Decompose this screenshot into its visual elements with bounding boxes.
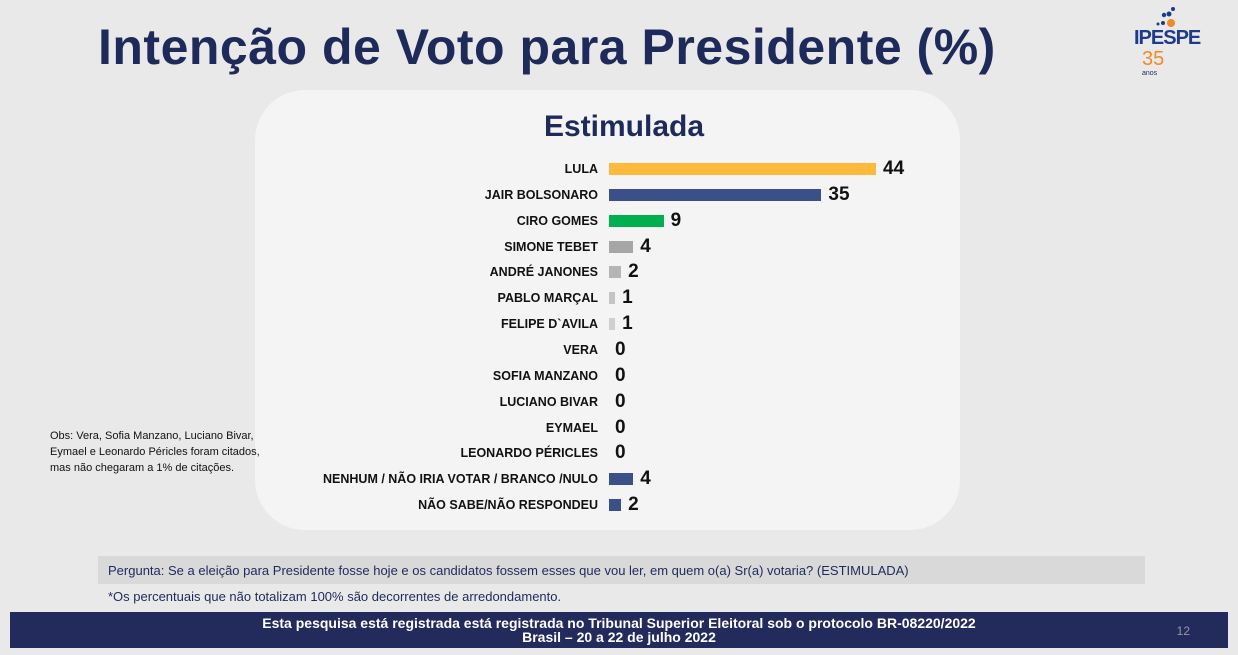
category-label: JAIR BOLSONARO [484,187,598,202]
data-label: 0 [615,442,626,464]
observation-note: Obs: Vera, Sofia Manzano, Luciano Bivar,… [50,430,260,474]
data-label: 9 [670,209,682,231]
category-label: LEONARDO PÉRICLES [460,446,598,461]
category-label: FELIPE D`AVILA [501,317,598,332]
bar [609,266,622,279]
category-label: EYMAEL [545,420,598,435]
chart-title: Estimulada [543,110,705,143]
bar [609,292,616,305]
category-label: VERA [563,342,598,357]
logo-name: IPESPE [1134,27,1201,49]
data-label: 2 [628,261,639,283]
category-label: SIMONE TEBET [504,239,598,254]
page-title: Intenção de Voto para Presidente (%) [98,19,996,75]
footer-registration: Esta pesquisa está registrada está regis… [262,615,976,631]
category-label: NÃO SABE/NÃO RESPONDEU [418,498,598,513]
bar [609,163,876,175]
category-label: LULA [564,162,598,176]
category-label: PABLO MARÇAL [497,291,598,306]
category-label: SOFIA MANZANO [492,368,598,383]
page-number: 12 [1176,624,1190,638]
ipespe-logo: IPESPE 35 anos [1130,4,1210,80]
data-label: 0 [615,364,626,386]
category-label: LUCIANO BIVAR [499,394,598,409]
data-label: 4 [640,468,651,490]
category-label: NENHUM / NÃO IRIA VOTAR / BRANCO /NULO [323,472,598,487]
data-label: 1 [622,313,633,335]
data-label: 0 [615,338,626,360]
category-label: CIRO GOMES [516,213,598,228]
data-label: 0 [615,390,626,412]
logo-years: 35 [1142,48,1165,70]
logo-dots-icon [1156,7,1175,27]
data-label: 35 [828,183,850,205]
data-label: 1 [622,287,633,309]
data-label: 0 [615,416,626,438]
rounding-note: *Os percentuais que não totalizam 100% s… [108,589,562,604]
bar [609,214,664,227]
footer-bar: Esta pesquisa está registrada está regis… [10,612,1228,648]
logo-years-label: anos [1142,70,1158,77]
data-label: 44 [883,158,905,179]
bar [609,188,822,201]
data-label: 4 [640,235,651,257]
bar [609,318,616,331]
bar [609,240,634,253]
bar [609,499,622,512]
footer-date: Brasil – 20 a 22 de julho 2022 [522,629,716,645]
data-label: 2 [628,494,639,516]
bar [609,473,634,486]
category-label: ANDRÉ JANONES [489,265,598,280]
question-box: Pergunta: Se a eleição para Presidente f… [98,556,1145,584]
